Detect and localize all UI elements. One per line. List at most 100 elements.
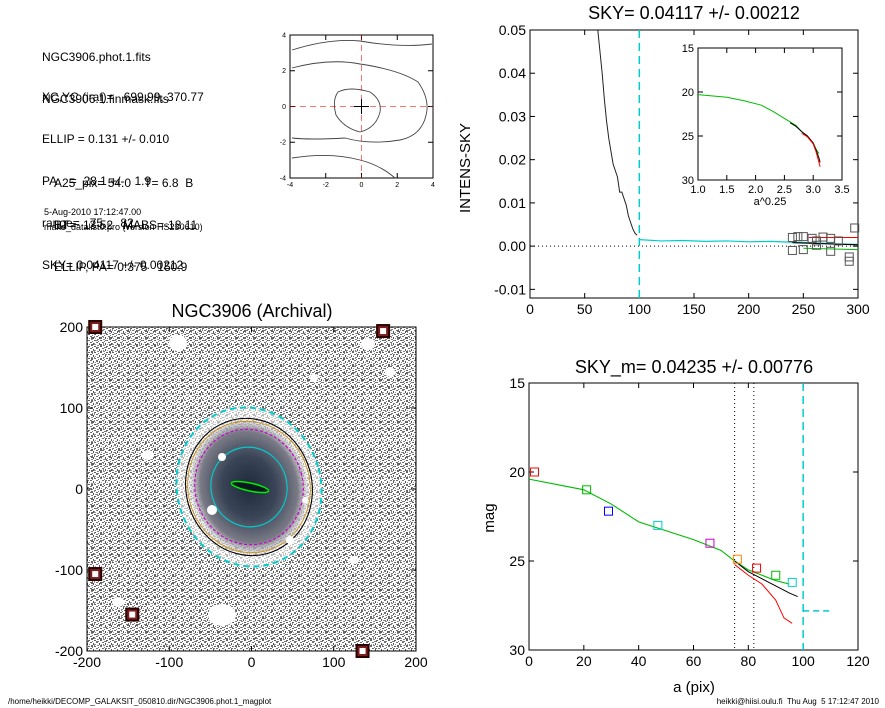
x-tick-label: 200 — [737, 301, 761, 317]
info-line: NGC3906.1.finmask.fits — [42, 92, 169, 106]
image-title: NGC3906 (Archival) — [171, 301, 332, 321]
x-tick-label: 250 — [792, 301, 816, 317]
sky-title: SKY= 0.04117 +/- 0.00212 — [588, 3, 800, 23]
x-tick-label: 2.0 — [748, 184, 763, 196]
y-tick-label: 0.01 — [499, 195, 526, 211]
sky-square-marker — [826, 233, 836, 243]
outer-profile-black — [792, 242, 859, 246]
mag-xlabel: a (pix) — [673, 679, 715, 696]
sky-plot — [530, 29, 860, 298]
bar-ellipse — [230, 480, 270, 494]
mag-panel: SKY_m= 0.04235 +/- 0.00776 mag a (pix) 0… — [481, 357, 870, 696]
contour-lines — [291, 39, 433, 179]
mag-green-line — [528, 478, 790, 585]
y-tick-label: 2 — [282, 68, 286, 75]
sky-axes: 0 50 100 150 200 250 300 -0.01 0.00 0.01 0.02 0.03 0… — [494, 22, 870, 317]
y-tick-label: 25 — [682, 131, 694, 143]
y-tick-label: 15 — [509, 375, 525, 391]
sky-inset: 1.0 1.5 2.0 2.5 3.0 3.5 15 20 25 30 — [682, 43, 850, 196]
x-tick-label: -4 — [287, 182, 293, 189]
masked-stars — [207, 453, 308, 544]
info-params: XC,YC (iraf)= 699.99, 370.77 ELLIP = 0.1… — [42, 62, 204, 286]
footer-path: /home/heikki/DECOMP_GALAKSIT_050810.dir/… — [8, 697, 272, 706]
x-tick-label: 200 — [404, 654, 428, 670]
intensity-profile — [597, 29, 638, 236]
image-axes: -200 -100 0 100 200 -200 -100 0 100 200 — [55, 319, 428, 670]
x-tick-label: 0 — [248, 654, 256, 670]
y-tick-label: -0.01 — [494, 281, 526, 297]
info-line: BT= 13.52 MABS=-18.11 — [54, 218, 198, 232]
sky-square-marker — [793, 232, 803, 242]
galaxy-image — [87, 327, 416, 651]
marker-center — [92, 571, 99, 578]
sky-square-marker — [844, 252, 854, 262]
y-tick-label: 0.05 — [499, 22, 526, 38]
x-tick-label: 120 — [846, 653, 870, 669]
x-tick-label: -200 — [73, 654, 101, 670]
info-program: make_datalist0.pro (version HS230610) — [44, 222, 203, 232]
x-tick-label: 0 — [360, 182, 364, 189]
y-tick-label: 0.04 — [499, 65, 526, 81]
masked-areas — [112, 335, 395, 626]
marker-center — [92, 324, 99, 330]
image-panel: NGC3906 (Archival) — [55, 301, 428, 670]
ellipse-cyan-dashed — [175, 406, 323, 568]
ellipse-cyan-inner — [210, 446, 288, 528]
contour-ticks: -4 -2 0 2 4 -4 -2 0 2 4 — [280, 32, 435, 189]
mag-axes: 0 20 40 60 80 100 120 15 20 25 30 — [509, 375, 869, 669]
x-tick-label: 2.5 — [777, 184, 792, 196]
x-tick-label: 2 — [395, 182, 399, 189]
x-tick-label: -2 — [323, 182, 329, 189]
y-tick-label: 0.00 — [499, 238, 526, 254]
inset-red — [801, 132, 821, 167]
image-markers — [88, 320, 391, 658]
inset-black — [789, 122, 821, 163]
sky-square-marker — [833, 236, 843, 246]
y-tick-label: 15 — [682, 43, 694, 55]
sky-square-marker — [798, 232, 808, 242]
mag-square-marker — [752, 563, 762, 573]
info-line: NGC3906.phot.1.fits — [42, 50, 151, 64]
y-tick-label: 200 — [60, 319, 84, 335]
ellipse-orange — [187, 420, 311, 554]
x-tick-label: 4 — [431, 182, 435, 189]
mag-plot — [528, 383, 831, 650]
contour-panel: -4 -2 0 2 4 -4 -2 0 2 4 — [280, 32, 435, 189]
marker-center — [359, 648, 366, 654]
x-tick-label: 40 — [631, 653, 647, 669]
x-tick-label: 50 — [577, 301, 593, 317]
x-tick-label: 20 — [576, 653, 592, 669]
y-tick-label: -200 — [55, 643, 83, 659]
sky-panel: SKY= 0.04117 +/- 0.00212 INTENS-SKY 0 50 1… — [457, 3, 870, 317]
x-tick-label: 1.0 — [690, 184, 705, 196]
mag-square-marker — [653, 520, 663, 530]
ellipse-black — [185, 417, 313, 557]
mag-square-marker — [771, 570, 781, 580]
y-tick-label: 30 — [509, 642, 525, 658]
x-tick-label: -100 — [155, 654, 183, 670]
y-tick-label: 4 — [282, 32, 286, 39]
footer-host: heikki@hiisi.oulu.fi Thu Aug 5 17:12:47 … — [716, 697, 879, 706]
sky-square-marker — [811, 240, 821, 250]
sky-ylabel: INTENS-SKY — [457, 123, 474, 213]
info-files: NGC3906.phot.1.fits NGC3906.1.finmask.fi… — [42, 22, 169, 120]
x-tick-label: 0 — [525, 653, 533, 669]
y-tick-label: 0.02 — [499, 152, 526, 168]
info-results: A25_pix= 54.0 T= 6.8 B BT= 13.52 MABS=-1… — [54, 148, 197, 288]
sky-square-marker — [850, 223, 860, 233]
sky-inset-frame — [697, 47, 843, 181]
x-tick-label: 3.0 — [806, 184, 821, 196]
mag-square-marker — [529, 467, 539, 477]
sky-square-marker — [826, 246, 836, 256]
info-line: A25_pix= 54.0 T= 6.8 B — [54, 176, 194, 190]
mag-square-marker — [787, 577, 797, 587]
y-tick-label: 0 — [75, 481, 83, 497]
y-tick-label: 0 — [282, 104, 286, 111]
mag-square-marker — [604, 506, 614, 516]
x-tick-label: 150 — [682, 301, 706, 317]
mag-square-marker — [732, 554, 742, 564]
info-line: PA = 28.1 +/- 1.9 — [42, 174, 152, 188]
x-tick-label: 3.5 — [834, 184, 849, 196]
x-tick-label: 100 — [791, 653, 815, 669]
info-date: 5-Aug-2010 17:12:47.00 — [44, 207, 142, 217]
